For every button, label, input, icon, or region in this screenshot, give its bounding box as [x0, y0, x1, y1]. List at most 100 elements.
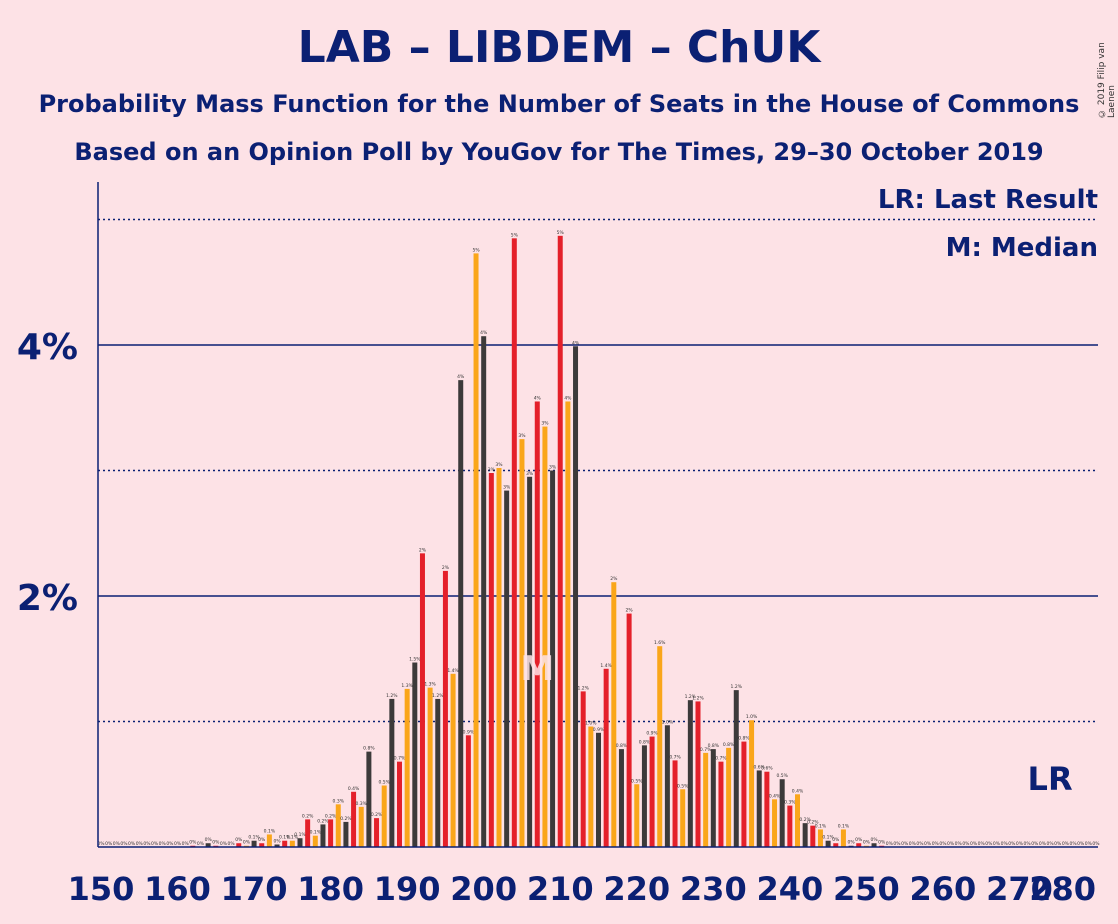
bar-value-label: 0.1% [287, 835, 299, 841]
x-tick-label: 150 [68, 870, 135, 908]
bar-value-label: 1.6% [654, 640, 666, 646]
bar-value-label: 0.5% [378, 780, 390, 786]
bar-value-label: 0% [1085, 841, 1093, 847]
bar-value-label: 0% [901, 841, 909, 847]
bar [749, 720, 755, 847]
bar [427, 687, 433, 847]
bar-value-label: 0% [97, 841, 105, 847]
bar [657, 646, 663, 847]
x-tick-label: 220 [603, 870, 670, 908]
bar-value-label: 0.2% [799, 817, 811, 823]
x-tick-label: 200 [450, 870, 517, 908]
bar-value-label: 0.1% [822, 835, 834, 841]
bar [519, 439, 525, 847]
bar [297, 838, 303, 847]
bar [320, 824, 326, 847]
x-tick-label: 190 [374, 870, 441, 908]
bar-value-label: 0.8% [363, 746, 375, 752]
bars: 0% 0% 0% 0% 0% 0% 0% 0% 0% 0% 0% 0% 0% 0%0%0% 0% 0%0%0%… [97, 230, 1100, 847]
bar [871, 843, 877, 847]
bar-value-label: 0.1% [815, 823, 827, 829]
bar-value-label: 1.3% [401, 683, 413, 689]
bar-value-label: 0.9% [463, 729, 475, 735]
bar-value-label: 0% [985, 841, 993, 847]
bar-value-label: 0% [1016, 841, 1024, 847]
bar [266, 834, 272, 847]
bar-value-label: 0% [916, 841, 924, 847]
bar-value-label: 1.2% [386, 693, 398, 699]
bar [442, 570, 448, 847]
bar-value-label: 0% [197, 841, 205, 847]
bar-value-label: 0% [878, 840, 886, 846]
bar-value-label: 0.8% [723, 742, 735, 748]
bar-value-label: 0.7% [394, 756, 406, 762]
bar-value-label: 0% [1047, 841, 1055, 847]
bar-value-label: 0% [205, 837, 213, 843]
bar-value-label: 2% [419, 547, 427, 553]
bar-value-label: 0% [143, 841, 151, 847]
y-tick-label: 2% [17, 578, 78, 619]
bar [764, 771, 770, 847]
bar-value-label: 0.7% [715, 756, 727, 762]
bar-value-label: 0% [1092, 841, 1100, 847]
bar [833, 843, 839, 847]
bar [573, 346, 579, 847]
bar [550, 470, 556, 847]
chart-subtitle-2: Based on an Opinion Poll by YouGov for T… [74, 138, 1044, 166]
bar-value-label: 0.2% [317, 818, 329, 824]
bar-value-label: 1.0% [585, 721, 597, 727]
bar [366, 751, 372, 847]
bar-value-label: 0.4% [769, 793, 781, 799]
bar-value-label: 0% [105, 841, 113, 847]
bar [473, 253, 479, 847]
bar-value-label: 0.1% [264, 828, 276, 834]
bar-value-label: 0% [962, 841, 970, 847]
bar-value-label: 3% [488, 467, 496, 473]
bar [389, 698, 395, 847]
bar [756, 770, 762, 847]
bar-value-label: 0% [258, 837, 266, 843]
bar-value-label: 0.1% [310, 830, 322, 836]
bar-value-label: 1.2% [685, 694, 697, 700]
bar-value-label: 1.0% [746, 714, 758, 720]
bar [435, 698, 441, 847]
x-tick-label: 280 [1029, 870, 1096, 908]
chart-title: LAB – LIBDEM – ChUK [297, 22, 821, 73]
bar [305, 819, 311, 847]
bar [412, 662, 418, 847]
bar [343, 821, 349, 847]
bar-value-label: 0% [128, 841, 136, 847]
bar-value-label: 0% [1039, 841, 1047, 847]
bar-value-label: 0.2% [302, 813, 314, 819]
bar [580, 691, 586, 847]
axes: 2% 4% LR 150 160 170 180 190 200 210 220 230 240 250 2… [17, 182, 1098, 908]
bar [817, 829, 823, 847]
bar-value-label: 0% [159, 841, 167, 847]
bar [557, 235, 563, 847]
bar-value-label: 0.4% [792, 788, 804, 794]
bar-value-label: 0% [932, 841, 940, 847]
bar [840, 829, 846, 847]
bar [634, 784, 640, 847]
bar-value-label: 0.7% [669, 754, 681, 760]
bar-value-label: 0% [1069, 841, 1077, 847]
last-result-marker: LR [1028, 760, 1073, 798]
x-tick-label: 240 [756, 870, 823, 908]
bar-value-label: 1.2% [432, 693, 444, 699]
bar-value-label: 0% [1031, 841, 1039, 847]
bar-value-label: 5% [472, 247, 480, 253]
bar-value-label: 0.2% [371, 812, 383, 818]
bar-value-label: 0.5% [677, 783, 689, 789]
bar [274, 844, 280, 847]
bar-value-label: 0.6% [761, 766, 773, 772]
bar [335, 804, 341, 847]
bar-value-label: 0% [174, 841, 182, 847]
bar-value-label: 0.6% [754, 764, 766, 770]
x-tick-label: 270 [986, 870, 1053, 908]
bar-value-label: 0% [993, 841, 1001, 847]
bar-value-label: 0% [893, 841, 901, 847]
x-tick-label: 180 [297, 870, 364, 908]
bar-value-label: 2% [442, 565, 450, 571]
bar-value-label: 0.1% [279, 835, 291, 841]
